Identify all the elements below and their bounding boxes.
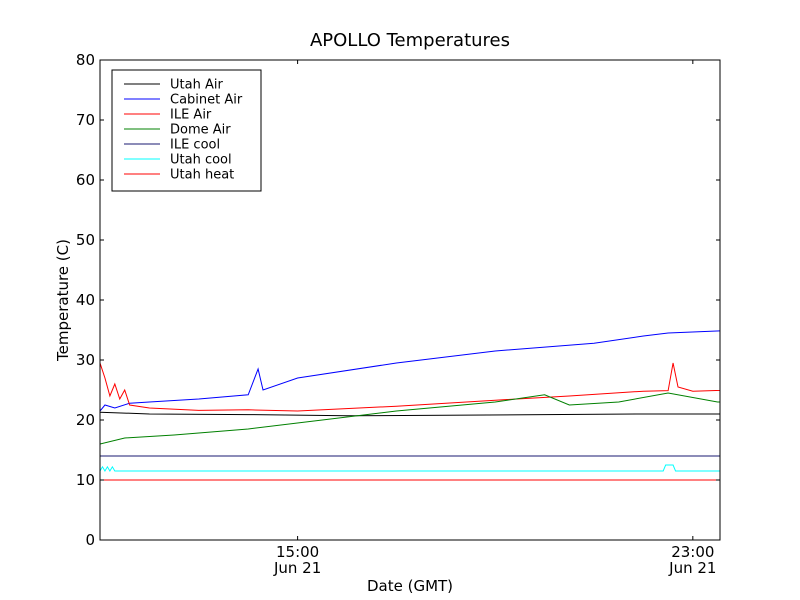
chart-title: APOLLO Temperatures: [310, 30, 510, 51]
legend-label: ILE Air: [170, 108, 212, 123]
series-line-utah-cool: [100, 464, 720, 472]
x-axis-label: Date (GMT): [367, 577, 453, 595]
series-line-cabinet-air: [100, 330, 720, 412]
legend-label: Cabinet Air: [170, 93, 243, 108]
y-tick-label: 80: [76, 51, 95, 69]
y-tick-label: 70: [76, 111, 95, 129]
x-tick-date-label: Jun 21: [668, 559, 716, 577]
y-tick-label: 20: [76, 411, 95, 429]
y-tick-label: 40: [76, 291, 95, 309]
series-line-dome-air: [100, 392, 720, 445]
x-tick-date-label: Jun 21: [273, 559, 321, 577]
series-line-ile-air: [100, 362, 720, 412]
legend-label: Dome Air: [170, 123, 231, 138]
plot-lines: [100, 330, 720, 481]
y-axis: 0 10 20 30 40 50 60 70 80: [76, 51, 720, 549]
y-axis-label: Temperature (C): [54, 239, 72, 362]
legend-label: Utah cool: [170, 153, 232, 168]
x-tick-time-label: 15:00: [276, 543, 319, 561]
y-tick-label: 0: [85, 531, 95, 549]
series-line-utah-air: [100, 411, 720, 417]
y-tick-label: 30: [76, 351, 95, 369]
y-tick-label: 10: [76, 471, 95, 489]
legend-label: Utah Air: [170, 78, 223, 93]
legend-label: ILE cool: [170, 138, 220, 153]
legend-box: [111, 69, 262, 192]
legend-label: Utah heat: [170, 168, 234, 183]
x-tick-time-label: 23:00: [671, 543, 714, 561]
y-tick-label: 60: [76, 171, 95, 189]
y-tick-label: 50: [76, 231, 95, 249]
